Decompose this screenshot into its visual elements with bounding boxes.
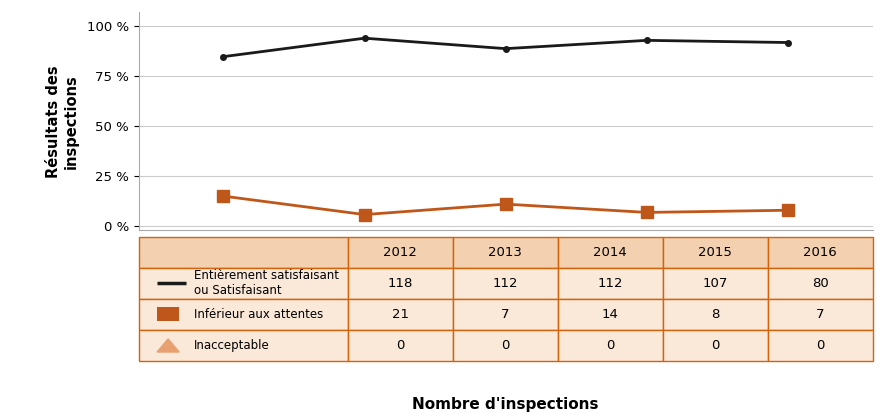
- Bar: [348, 299, 452, 330]
- Text: 0: 0: [396, 339, 404, 352]
- Text: 7: 7: [501, 308, 509, 321]
- Text: 21: 21: [392, 308, 409, 321]
- Bar: [348, 268, 452, 299]
- Text: 80: 80: [811, 277, 828, 290]
- Bar: [452, 299, 557, 330]
- Text: 112: 112: [492, 277, 518, 290]
- Text: 2016: 2016: [803, 246, 836, 259]
- Text: 112: 112: [597, 277, 622, 290]
- Bar: [139, 268, 348, 299]
- Text: 2014: 2014: [593, 246, 627, 259]
- Bar: [767, 268, 872, 299]
- Text: 7: 7: [815, 308, 823, 321]
- Text: Inacceptable: Inacceptable: [193, 339, 269, 352]
- Bar: [139, 237, 348, 268]
- Text: 0: 0: [605, 339, 614, 352]
- Bar: [767, 330, 872, 361]
- Text: 0: 0: [815, 339, 823, 352]
- Bar: [557, 299, 662, 330]
- Polygon shape: [157, 339, 179, 352]
- Bar: [348, 330, 452, 361]
- Text: Inférieur aux attentes: Inférieur aux attentes: [193, 308, 323, 321]
- Bar: [452, 268, 557, 299]
- Text: 2015: 2015: [697, 246, 731, 259]
- Bar: [157, 308, 179, 321]
- Text: 118: 118: [387, 277, 413, 290]
- Text: 8: 8: [710, 308, 719, 321]
- Text: Nombre d'inspections: Nombre d'inspections: [412, 397, 598, 412]
- Bar: [662, 237, 767, 268]
- Bar: [557, 330, 662, 361]
- Bar: [452, 330, 557, 361]
- Bar: [452, 237, 557, 268]
- Text: 107: 107: [702, 277, 727, 290]
- Y-axis label: Résultats des
inspections: Résultats des inspections: [46, 65, 79, 178]
- Bar: [662, 330, 767, 361]
- Text: 2012: 2012: [383, 246, 417, 259]
- Bar: [557, 268, 662, 299]
- Bar: [139, 299, 348, 330]
- Bar: [662, 299, 767, 330]
- Bar: [348, 237, 452, 268]
- Text: 14: 14: [601, 308, 618, 321]
- Bar: [139, 330, 348, 361]
- Bar: [557, 237, 662, 268]
- Text: 0: 0: [501, 339, 509, 352]
- Bar: [767, 237, 872, 268]
- Text: Entièrement satisfaisant
ou Satisfaisant: Entièrement satisfaisant ou Satisfaisant: [193, 269, 339, 297]
- Bar: [767, 299, 872, 330]
- Text: 2013: 2013: [488, 246, 522, 259]
- Bar: [662, 268, 767, 299]
- Text: 0: 0: [710, 339, 719, 352]
